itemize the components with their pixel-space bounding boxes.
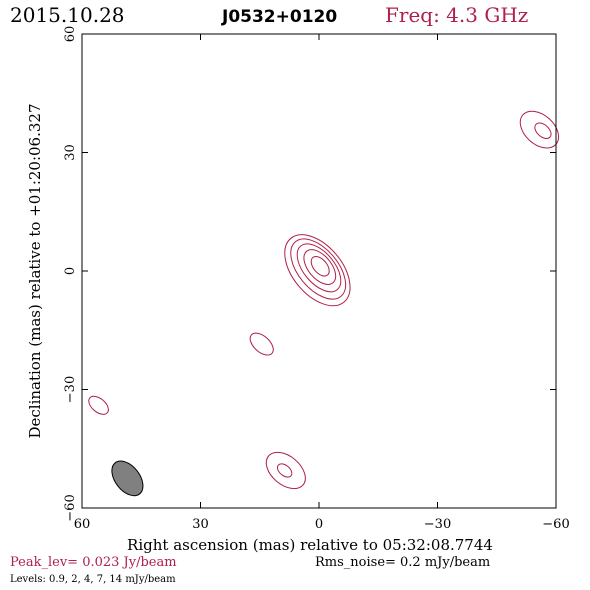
contour-ellipse bbox=[276, 463, 293, 478]
beam-ellipse bbox=[111, 460, 144, 497]
x-axis-label: Right ascension (mas) relative to 05:32:… bbox=[127, 536, 493, 554]
source-name: J0532+0120 bbox=[221, 7, 337, 27]
peak-level: Peak_lev= 0.023 Jy/beam bbox=[10, 555, 177, 570]
rms-noise: Rms_noise= 0.2 mJy/beam bbox=[315, 555, 490, 570]
contour-ellipse bbox=[284, 234, 351, 307]
plot-frame bbox=[81, 33, 557, 509]
y-tick-label: 0 bbox=[63, 267, 78, 275]
contour-ellipse bbox=[290, 238, 347, 300]
y-axis-label: Declination (mas) relative to +01:20:06.… bbox=[26, 103, 44, 438]
contour-ellipse bbox=[265, 451, 306, 490]
x-tick-label: 60 bbox=[74, 517, 91, 532]
x-tick-label: 0 bbox=[315, 517, 323, 532]
contour-lines bbox=[88, 110, 560, 490]
x-tick-label: −60 bbox=[542, 517, 569, 532]
contour-levels: Levels: 0.9, 2, 4, 7, 14 mJy/beam bbox=[10, 574, 176, 585]
frequency-label: Freq: 4.3 GHz bbox=[385, 3, 528, 27]
contour-ellipse bbox=[249, 332, 274, 356]
y-tick-label: 60 bbox=[63, 26, 78, 43]
contour-ellipse bbox=[296, 243, 342, 293]
beam-ellipse-group bbox=[111, 460, 144, 497]
y-tick-label: 30 bbox=[63, 144, 78, 161]
tick-labels: 60 30 0 −30 −60 −60 −30 0 30 60 bbox=[63, 26, 570, 532]
tick-marks bbox=[81, 33, 557, 509]
y-tick-label: −30 bbox=[63, 376, 78, 403]
x-tick-label: 30 bbox=[192, 517, 209, 532]
contour-ellipse bbox=[310, 255, 330, 277]
y-tick-label: −60 bbox=[63, 494, 78, 521]
contour-ellipse bbox=[519, 110, 560, 149]
x-tick-label: −30 bbox=[424, 517, 451, 532]
contour-ellipse bbox=[534, 122, 552, 139]
contour-ellipse bbox=[303, 249, 337, 285]
observation-date: 2015.10.28 bbox=[10, 3, 125, 27]
contour-ellipse bbox=[88, 395, 109, 415]
